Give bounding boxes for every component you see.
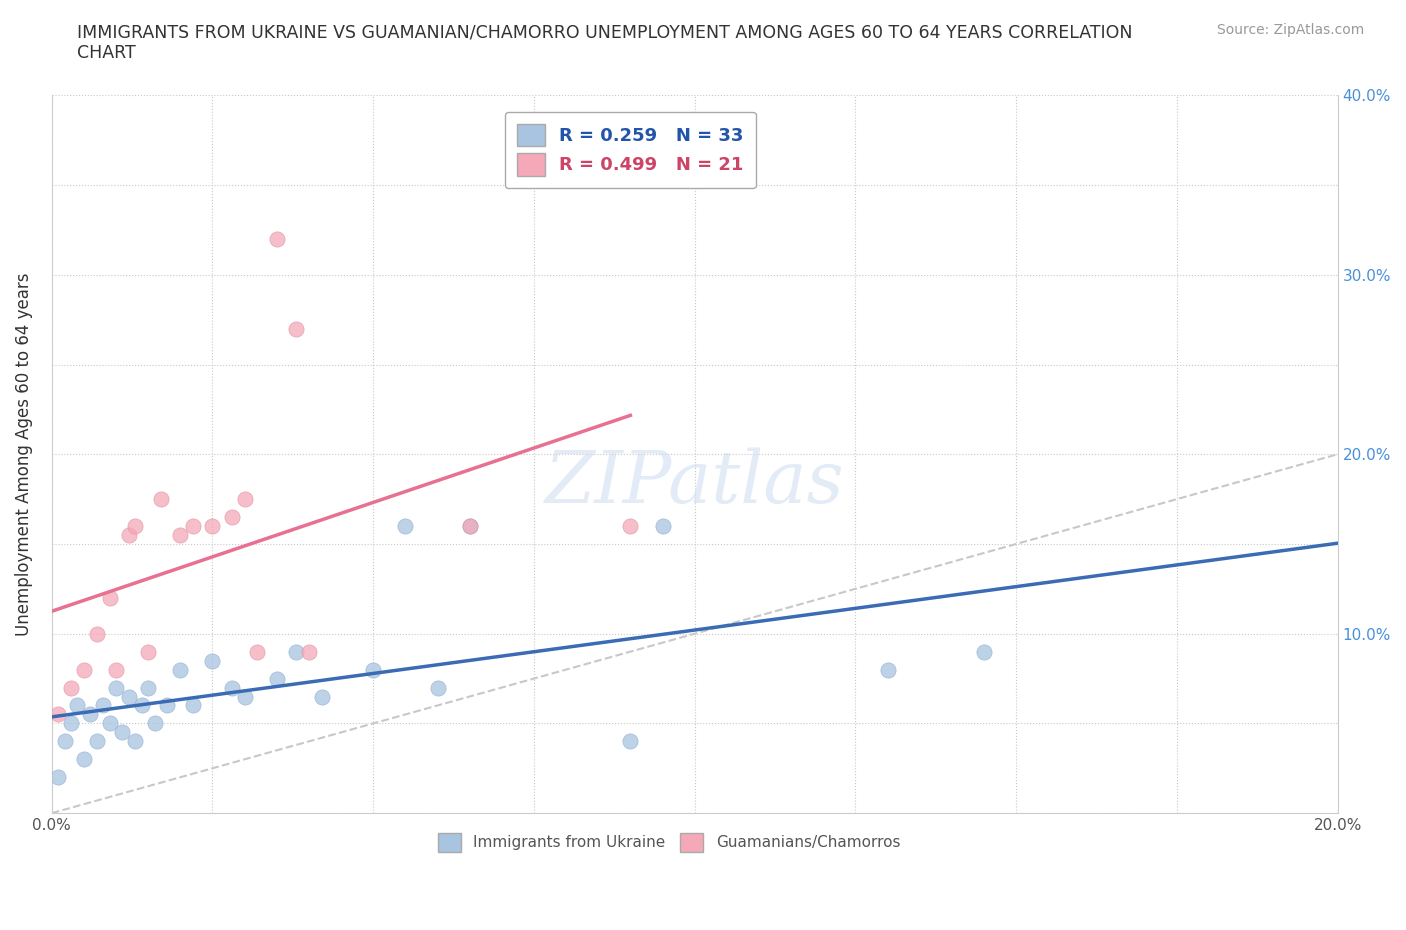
Point	[136, 644, 159, 659]
Point	[311, 689, 333, 704]
Point	[233, 689, 256, 704]
Point	[86, 626, 108, 641]
Point	[46, 707, 69, 722]
Point	[66, 698, 89, 713]
Point	[246, 644, 269, 659]
Point	[973, 644, 995, 659]
Point	[124, 519, 146, 534]
Point	[361, 662, 384, 677]
Point	[143, 716, 166, 731]
Point	[458, 519, 481, 534]
Point	[118, 527, 141, 542]
Point	[169, 662, 191, 677]
Point	[86, 734, 108, 749]
Point	[79, 707, 101, 722]
Point	[131, 698, 153, 713]
Point	[118, 689, 141, 704]
Point	[98, 716, 121, 731]
Point	[266, 671, 288, 686]
Point	[105, 662, 128, 677]
Point	[619, 519, 641, 534]
Point	[169, 527, 191, 542]
Point	[105, 680, 128, 695]
Point	[233, 492, 256, 507]
Point	[98, 591, 121, 605]
Point	[60, 716, 83, 731]
Point	[298, 644, 321, 659]
Point	[181, 519, 204, 534]
Text: ZIPatlas: ZIPatlas	[546, 447, 845, 518]
Point	[426, 680, 449, 695]
Point	[53, 734, 76, 749]
Point	[221, 510, 243, 525]
Point	[46, 770, 69, 785]
Point	[285, 644, 308, 659]
Point	[150, 492, 173, 507]
Point	[111, 725, 134, 740]
Point	[73, 751, 96, 766]
Point	[136, 680, 159, 695]
Point	[876, 662, 898, 677]
Point	[619, 734, 641, 749]
Point	[458, 519, 481, 534]
Point	[201, 519, 224, 534]
Point	[181, 698, 204, 713]
Point	[221, 680, 243, 695]
Legend: Immigrants from Ukraine, Guamanians/Chamorros: Immigrants from Ukraine, Guamanians/Cham…	[430, 826, 908, 859]
Text: IMMIGRANTS FROM UKRAINE VS GUAMANIAN/CHAMORRO UNEMPLOYMENT AMONG AGES 60 TO 64 Y: IMMIGRANTS FROM UKRAINE VS GUAMANIAN/CHA…	[77, 23, 1133, 62]
Y-axis label: Unemployment Among Ages 60 to 64 years: Unemployment Among Ages 60 to 64 years	[15, 272, 32, 636]
Point	[285, 321, 308, 336]
Point	[124, 734, 146, 749]
Point	[201, 653, 224, 668]
Point	[91, 698, 114, 713]
Point	[60, 680, 83, 695]
Point	[156, 698, 179, 713]
Point	[651, 519, 673, 534]
Text: Source: ZipAtlas.com: Source: ZipAtlas.com	[1216, 23, 1364, 37]
Point	[266, 232, 288, 246]
Point	[73, 662, 96, 677]
Point	[394, 519, 416, 534]
